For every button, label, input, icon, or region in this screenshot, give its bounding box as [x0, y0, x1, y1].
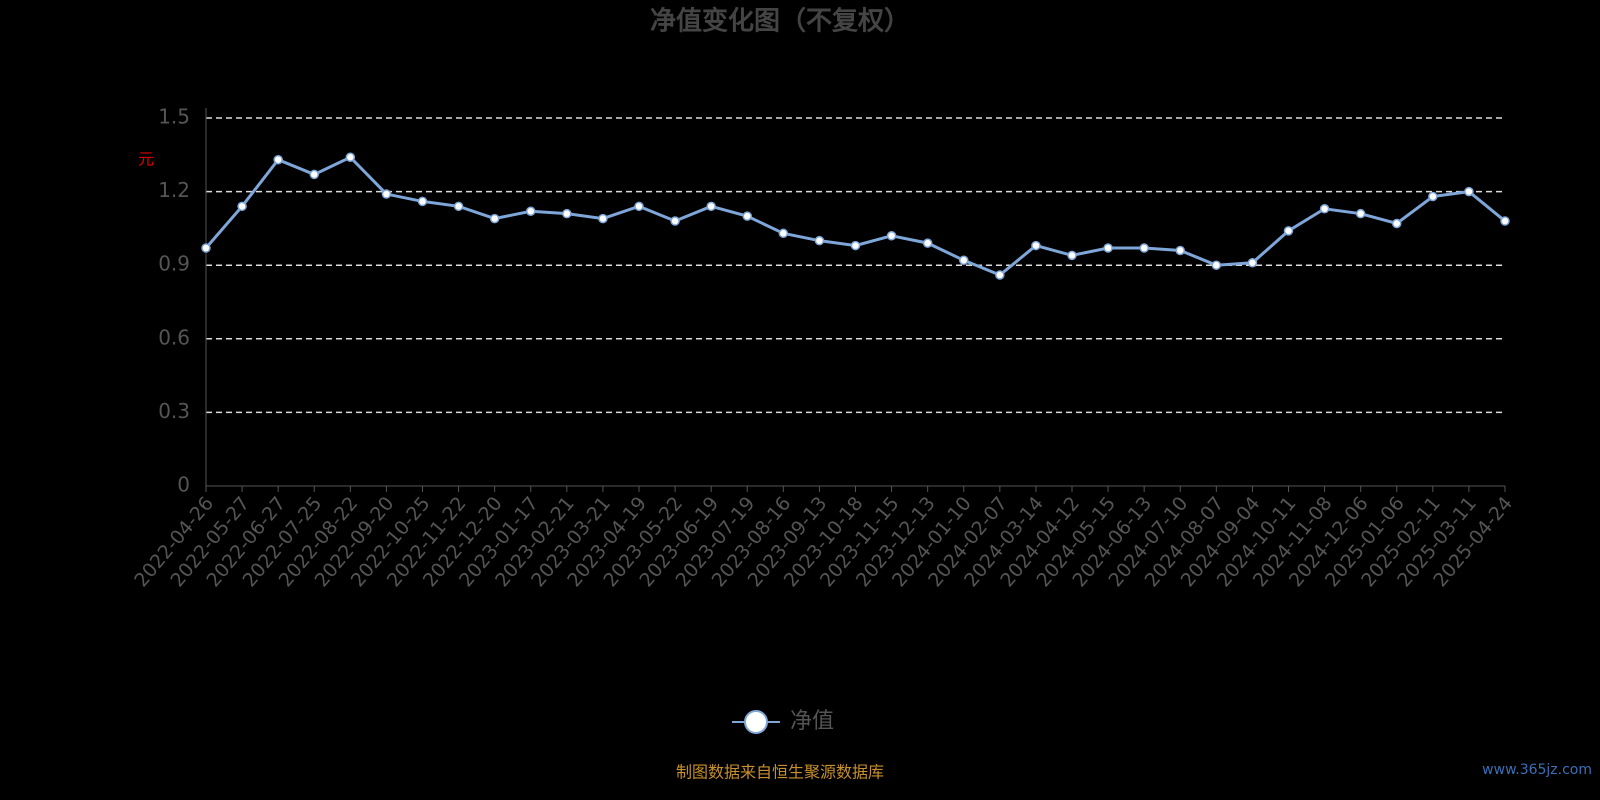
y-axis-label: 元 — [138, 150, 154, 169]
y-tick-label: 1.5 — [158, 105, 190, 129]
footer: 制图数据来自恒生聚源数据库 — [676, 763, 884, 782]
y-tick-label: 0.9 — [158, 252, 190, 276]
marker — [995, 270, 1005, 280]
marker — [1211, 260, 1222, 270]
chart-title: 净值变化图（不复权） — [650, 6, 910, 37]
marker — [706, 201, 716, 212]
marker — [489, 213, 500, 224]
marker — [1067, 250, 1077, 261]
y-tick-label: 1.2 — [158, 178, 190, 202]
marker — [1247, 257, 1258, 268]
marker — [634, 201, 644, 212]
marker — [1392, 218, 1402, 229]
marker — [1464, 186, 1474, 197]
marker — [598, 213, 608, 224]
marker — [1428, 191, 1438, 202]
y-tick-label: 0.3 — [158, 399, 190, 423]
marker — [922, 238, 933, 248]
marker — [417, 196, 428, 207]
marker — [814, 235, 825, 246]
marker — [959, 255, 969, 266]
marker — [1175, 245, 1185, 256]
marker — [1139, 243, 1149, 253]
marker — [1283, 226, 1294, 236]
marker — [526, 206, 536, 216]
marker — [237, 201, 247, 212]
legend-marker — [744, 710, 768, 734]
y-tick-label: 0 — [177, 473, 190, 497]
watermark: www.365jz.com — [1482, 762, 1592, 778]
legend-label: 净值 — [790, 709, 834, 734]
marker — [381, 189, 392, 199]
marker — [778, 228, 789, 239]
marker — [1319, 204, 1330, 214]
marker — [1500, 216, 1510, 226]
marker — [886, 231, 897, 241]
marker — [1031, 240, 1041, 251]
y-tick-label: 0.6 — [158, 325, 190, 349]
marker — [1103, 243, 1113, 253]
marker — [201, 243, 211, 253]
marker — [273, 154, 283, 165]
marker — [670, 216, 680, 226]
marker — [345, 152, 356, 163]
marker — [453, 201, 464, 212]
marker — [742, 211, 752, 221]
marker — [562, 208, 572, 219]
marker — [1355, 208, 1366, 219]
marker — [309, 169, 319, 180]
marker — [850, 240, 861, 251]
line — [204, 155, 1506, 277]
